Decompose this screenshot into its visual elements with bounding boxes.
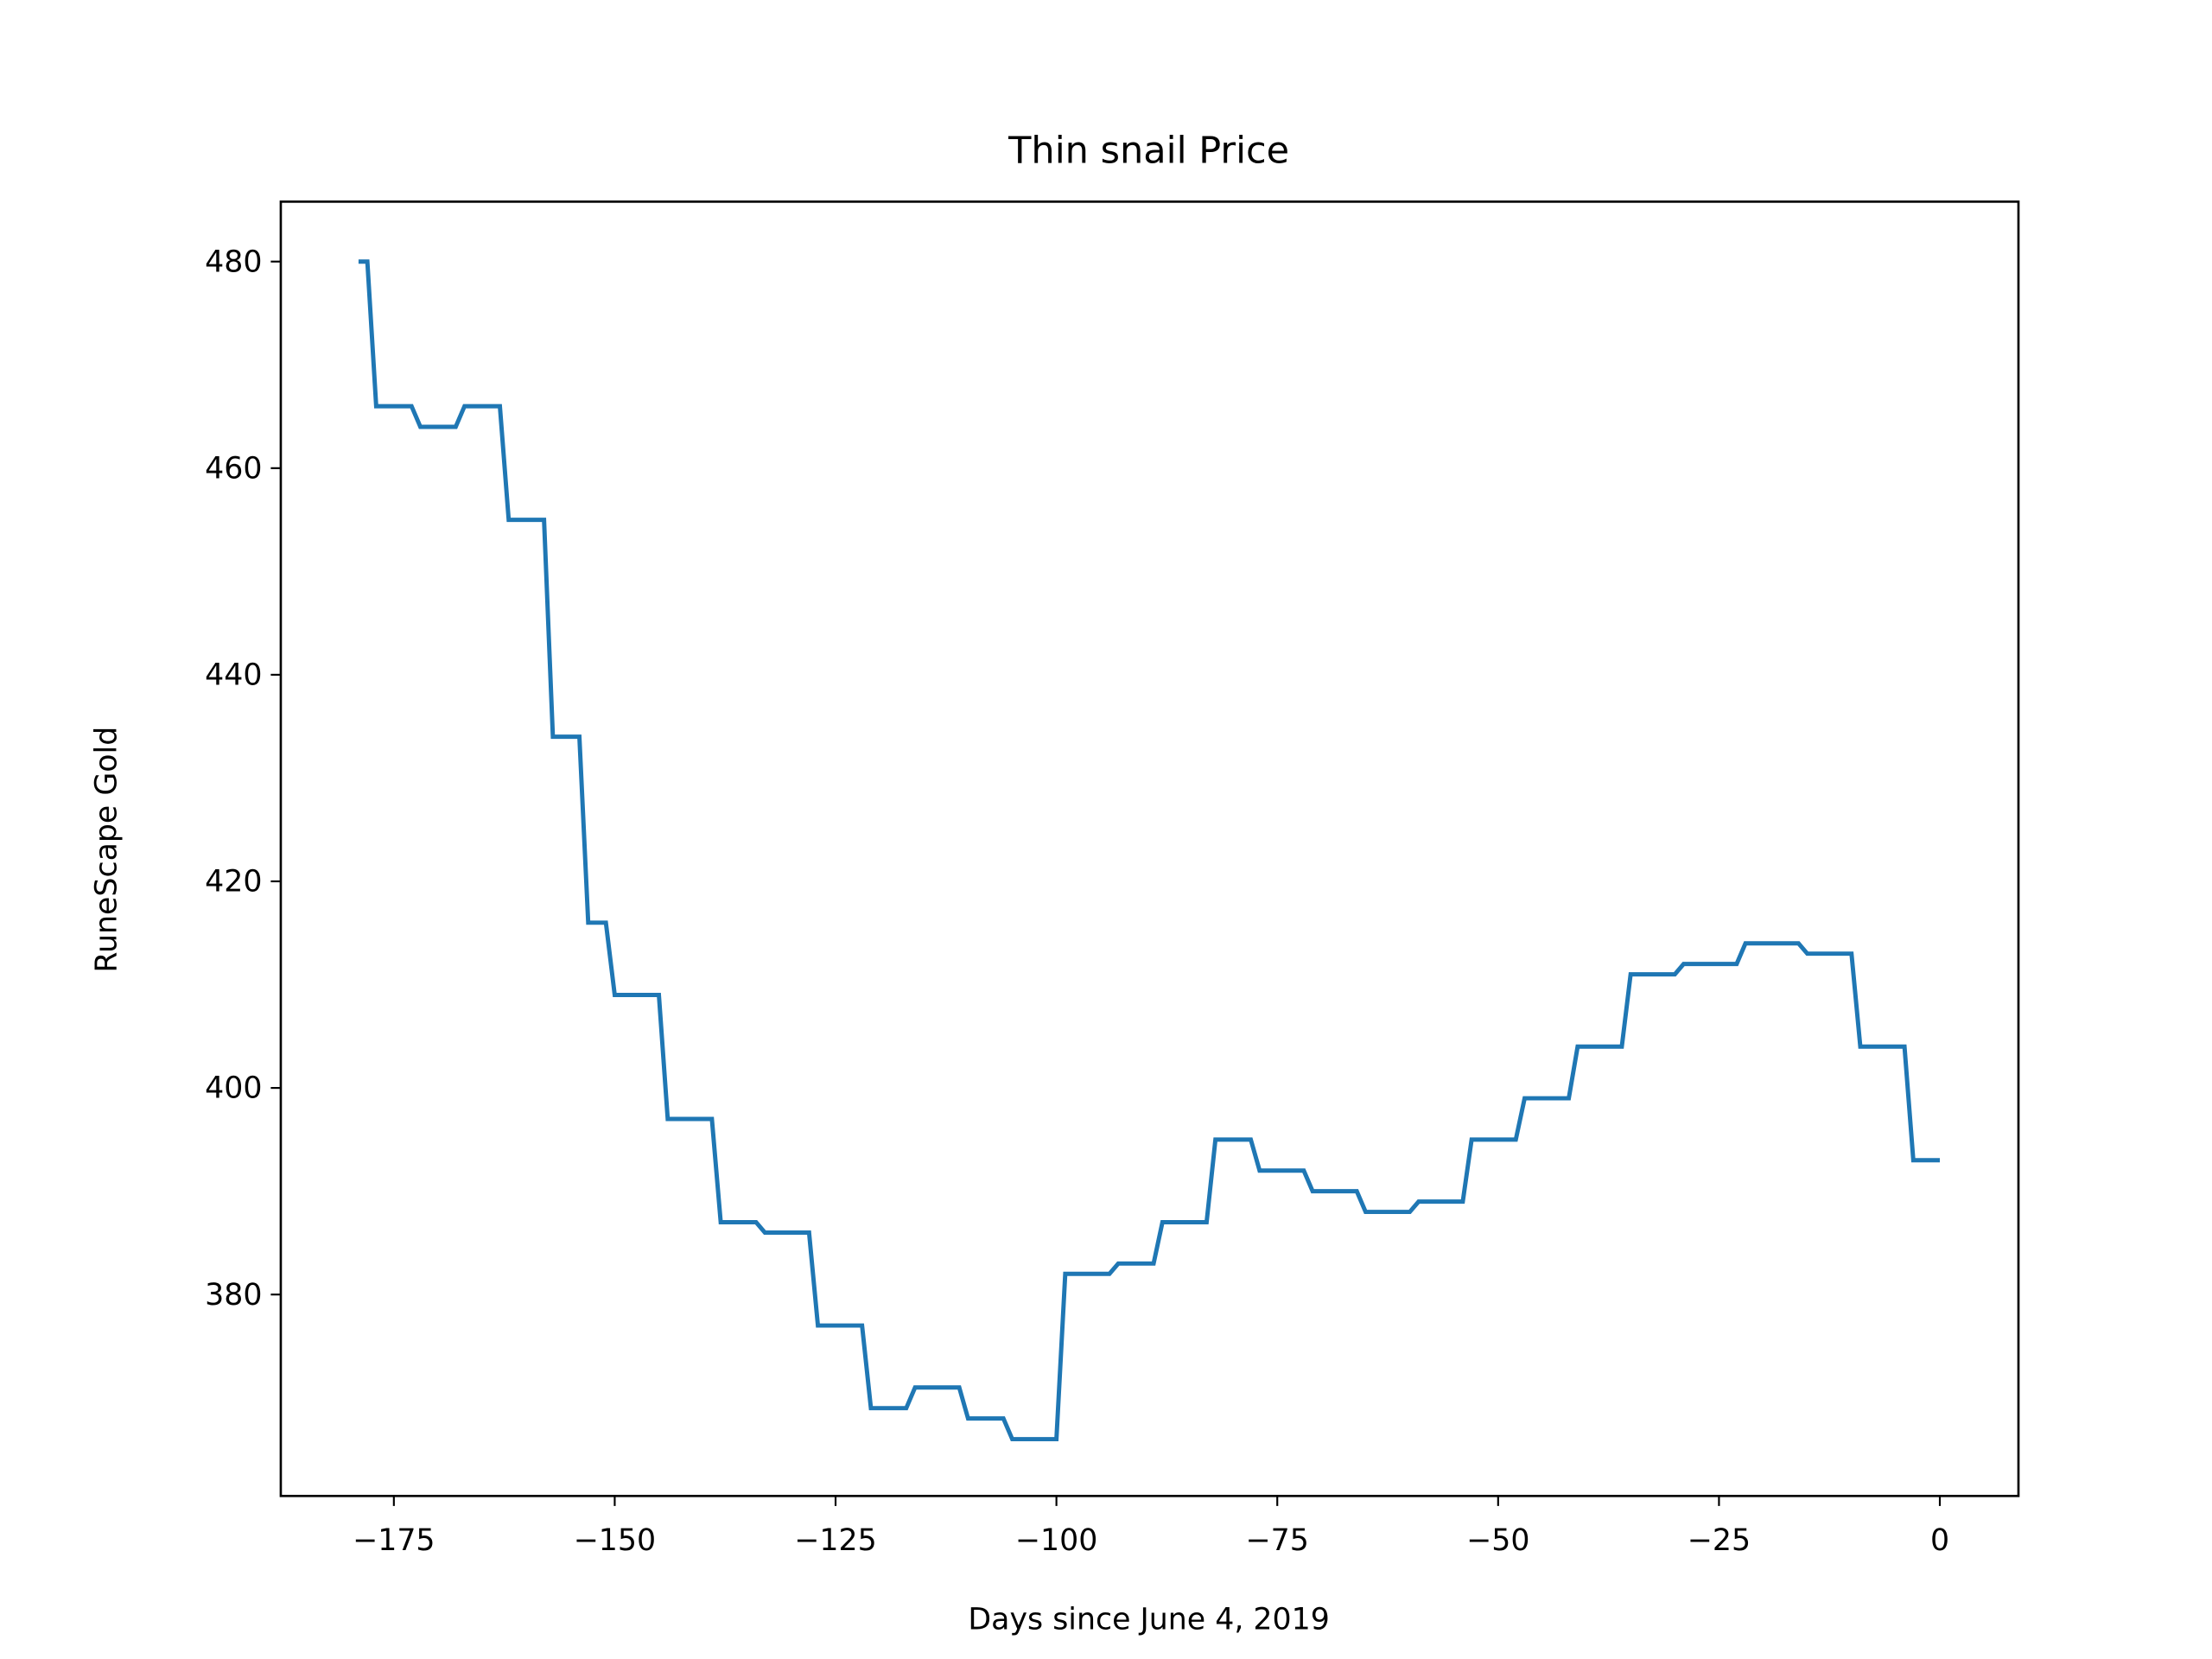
x-tick-label: −50 <box>1466 1523 1529 1558</box>
x-tick-label: 0 <box>1930 1523 1949 1558</box>
x-tick-label: −125 <box>794 1523 876 1558</box>
y-tick-label: 440 <box>205 658 262 693</box>
x-tick-label: −25 <box>1688 1523 1751 1558</box>
x-tick-label: −75 <box>1246 1523 1309 1558</box>
x-tick-label: −150 <box>574 1523 656 1558</box>
x-axis-label: Days since June 4, 2019 <box>968 1602 1329 1637</box>
x-tick-label: −175 <box>353 1523 435 1558</box>
y-tick-label: 460 <box>205 451 262 486</box>
y-tick-label: 420 <box>205 865 262 899</box>
y-axis-label: RuneScape Gold <box>90 727 124 973</box>
y-tick-label: 480 <box>205 245 262 279</box>
chart-title: Thin snail Price <box>1007 130 1289 173</box>
x-tick-label: −100 <box>1015 1523 1097 1558</box>
plot-frame <box>279 200 2020 1497</box>
y-tick-label: 400 <box>205 1071 262 1106</box>
y-tick-label: 380 <box>205 1278 262 1313</box>
price-line <box>358 259 1941 1442</box>
